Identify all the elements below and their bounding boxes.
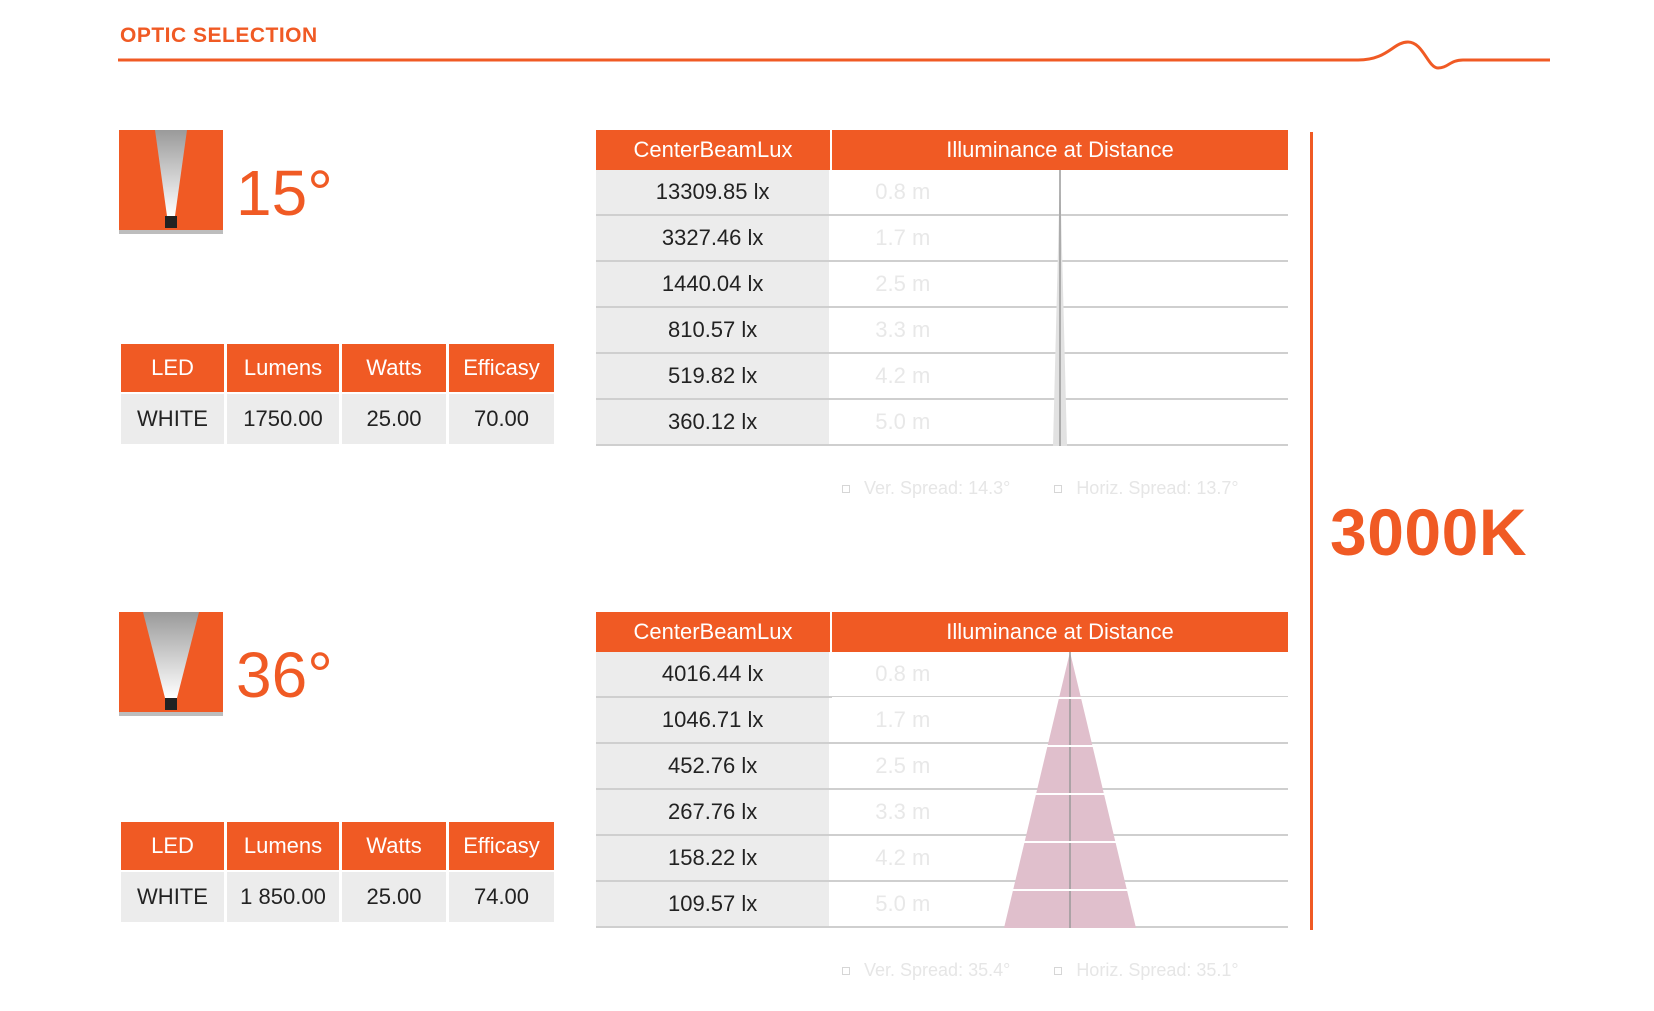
lux-value: 3327.46 lx — [596, 216, 830, 260]
legend-square-icon — [1054, 485, 1063, 494]
col-centerbeamlux: CenterBeamLux — [596, 130, 830, 170]
col-watts: Watts — [342, 344, 446, 394]
ver-spread-label: Ver. Spread: 14.3° — [864, 478, 1011, 498]
col-illuminance: Illuminance at Distance — [832, 130, 1288, 170]
table-row: 13309.85 lx 0.8 m — [596, 170, 1288, 216]
horiz-spread-item: Horiz. Spread: 13.7° — [1054, 478, 1239, 499]
page-title: OPTIC SELECTION — [120, 24, 318, 47]
section-divider — [1310, 132, 1313, 930]
lux-value: 4016.44 lx — [596, 652, 830, 696]
ver-spread-label: Ver. Spread: 35.4° — [864, 960, 1011, 980]
col-efficasy: Efficasy — [449, 822, 554, 872]
distance-value: 5.0 m — [831, 882, 1288, 926]
table-row: 519.82 lx 4.2 m — [596, 354, 1288, 400]
horiz-spread-label: Horiz. Spread: 35.1° — [1076, 960, 1239, 980]
table-row: 360.12 lx 5.0 m — [596, 400, 1288, 446]
distance-value: 1.7 m — [831, 216, 1288, 260]
beam-angle-label: 36° — [236, 639, 333, 711]
beam-angle-label: 15° — [236, 157, 333, 229]
col-centerbeamlux: CenterBeamLux — [596, 612, 830, 652]
header-divider — [118, 40, 1550, 70]
distance-value: 3.3 m — [831, 308, 1288, 352]
distance-value: 3.3 m — [831, 790, 1288, 834]
col-led: LED — [121, 344, 224, 394]
wide-beam-icon — [119, 612, 223, 716]
lux-value: 109.57 lx — [596, 882, 830, 926]
watts-value: 25.00 — [342, 394, 446, 444]
lux-value: 158.22 lx — [596, 836, 830, 880]
horiz-spread-label: Horiz. Spread: 13.7° — [1076, 478, 1239, 498]
distance-value: 0.8 m — [831, 170, 1288, 214]
led-value: WHITE — [121, 872, 224, 922]
lumens-value: 1750.00 — [227, 394, 339, 444]
distance-value: 2.5 m — [831, 262, 1288, 306]
col-lumens: Lumens — [227, 822, 339, 872]
specs-table: LED Lumens Watts Efficasy WHITE 1750.00 … — [118, 344, 557, 444]
lux-value: 360.12 lx — [596, 400, 830, 444]
lux-value: 1440.04 lx — [596, 262, 830, 306]
ver-spread-item: Ver. Spread: 35.4° — [842, 960, 1010, 981]
distance-value: 4.2 m — [831, 836, 1288, 880]
narrow-beam-icon — [119, 130, 223, 234]
efficasy-value: 70.00 — [449, 394, 554, 444]
horiz-spread-item: Horiz. Spread: 35.1° — [1054, 960, 1239, 981]
efficasy-value: 74.00 — [449, 872, 554, 922]
legend-square-icon — [842, 967, 850, 976]
lux-table: CenterBeamLux Illuminance at Distance 40… — [596, 612, 1288, 928]
lux-value: 1046.71 lx — [596, 698, 830, 742]
spread-legend: Ver. Spread: 14.3° Horiz. Spread: 13.7° — [842, 478, 1288, 499]
led-value: WHITE — [121, 394, 224, 444]
col-watts: Watts — [342, 822, 446, 872]
table-row: 158.22 lx 4.2 m — [596, 836, 1288, 882]
table-row: 810.57 lx 3.3 m — [596, 308, 1288, 354]
col-illuminance: Illuminance at Distance — [832, 612, 1288, 652]
watts-value: 25.00 — [342, 872, 446, 922]
legend-square-icon — [842, 485, 850, 494]
lux-value: 452.76 lx — [596, 744, 830, 788]
table-row: 267.76 lx 3.3 m — [596, 790, 1288, 836]
table-row: 109.57 lx 5.0 m — [596, 882, 1288, 928]
lumens-value: 1 850.00 — [227, 872, 339, 922]
distance-value: 2.5 m — [831, 744, 1288, 788]
spread-legend: Ver. Spread: 35.4° Horiz. Spread: 35.1° — [842, 960, 1288, 981]
lux-value: 519.82 lx — [596, 354, 830, 398]
distance-value: 4.2 m — [831, 354, 1288, 398]
distance-value: 5.0 m — [831, 400, 1288, 444]
table-row: 1046.71 lx 1.7 m — [596, 698, 1288, 744]
table-row: 3327.46 lx 1.7 m — [596, 216, 1288, 262]
table-row: 1440.04 lx 2.5 m — [596, 262, 1288, 308]
lux-table: CenterBeamLux Illuminance at Distance 13… — [596, 130, 1288, 446]
distance-value: 0.8 m — [831, 652, 1288, 696]
col-efficasy: Efficasy — [449, 344, 554, 394]
legend-square-icon — [1054, 967, 1063, 976]
lux-value: 810.57 lx — [596, 308, 830, 352]
col-led: LED — [121, 822, 224, 872]
distance-value: 1.7 m — [831, 698, 1288, 742]
color-temperature-label: 3000K — [1330, 495, 1527, 569]
ver-spread-item: Ver. Spread: 14.3° — [842, 478, 1010, 499]
lux-value: 13309.85 lx — [596, 170, 830, 214]
table-row: 452.76 lx 2.5 m — [596, 744, 1288, 790]
col-lumens: Lumens — [227, 344, 339, 394]
specs-table: LED Lumens Watts Efficasy WHITE 1 850.00… — [118, 822, 557, 922]
lux-value: 267.76 lx — [596, 790, 830, 834]
table-row: 4016.44 lx 0.8 m — [596, 652, 1288, 698]
